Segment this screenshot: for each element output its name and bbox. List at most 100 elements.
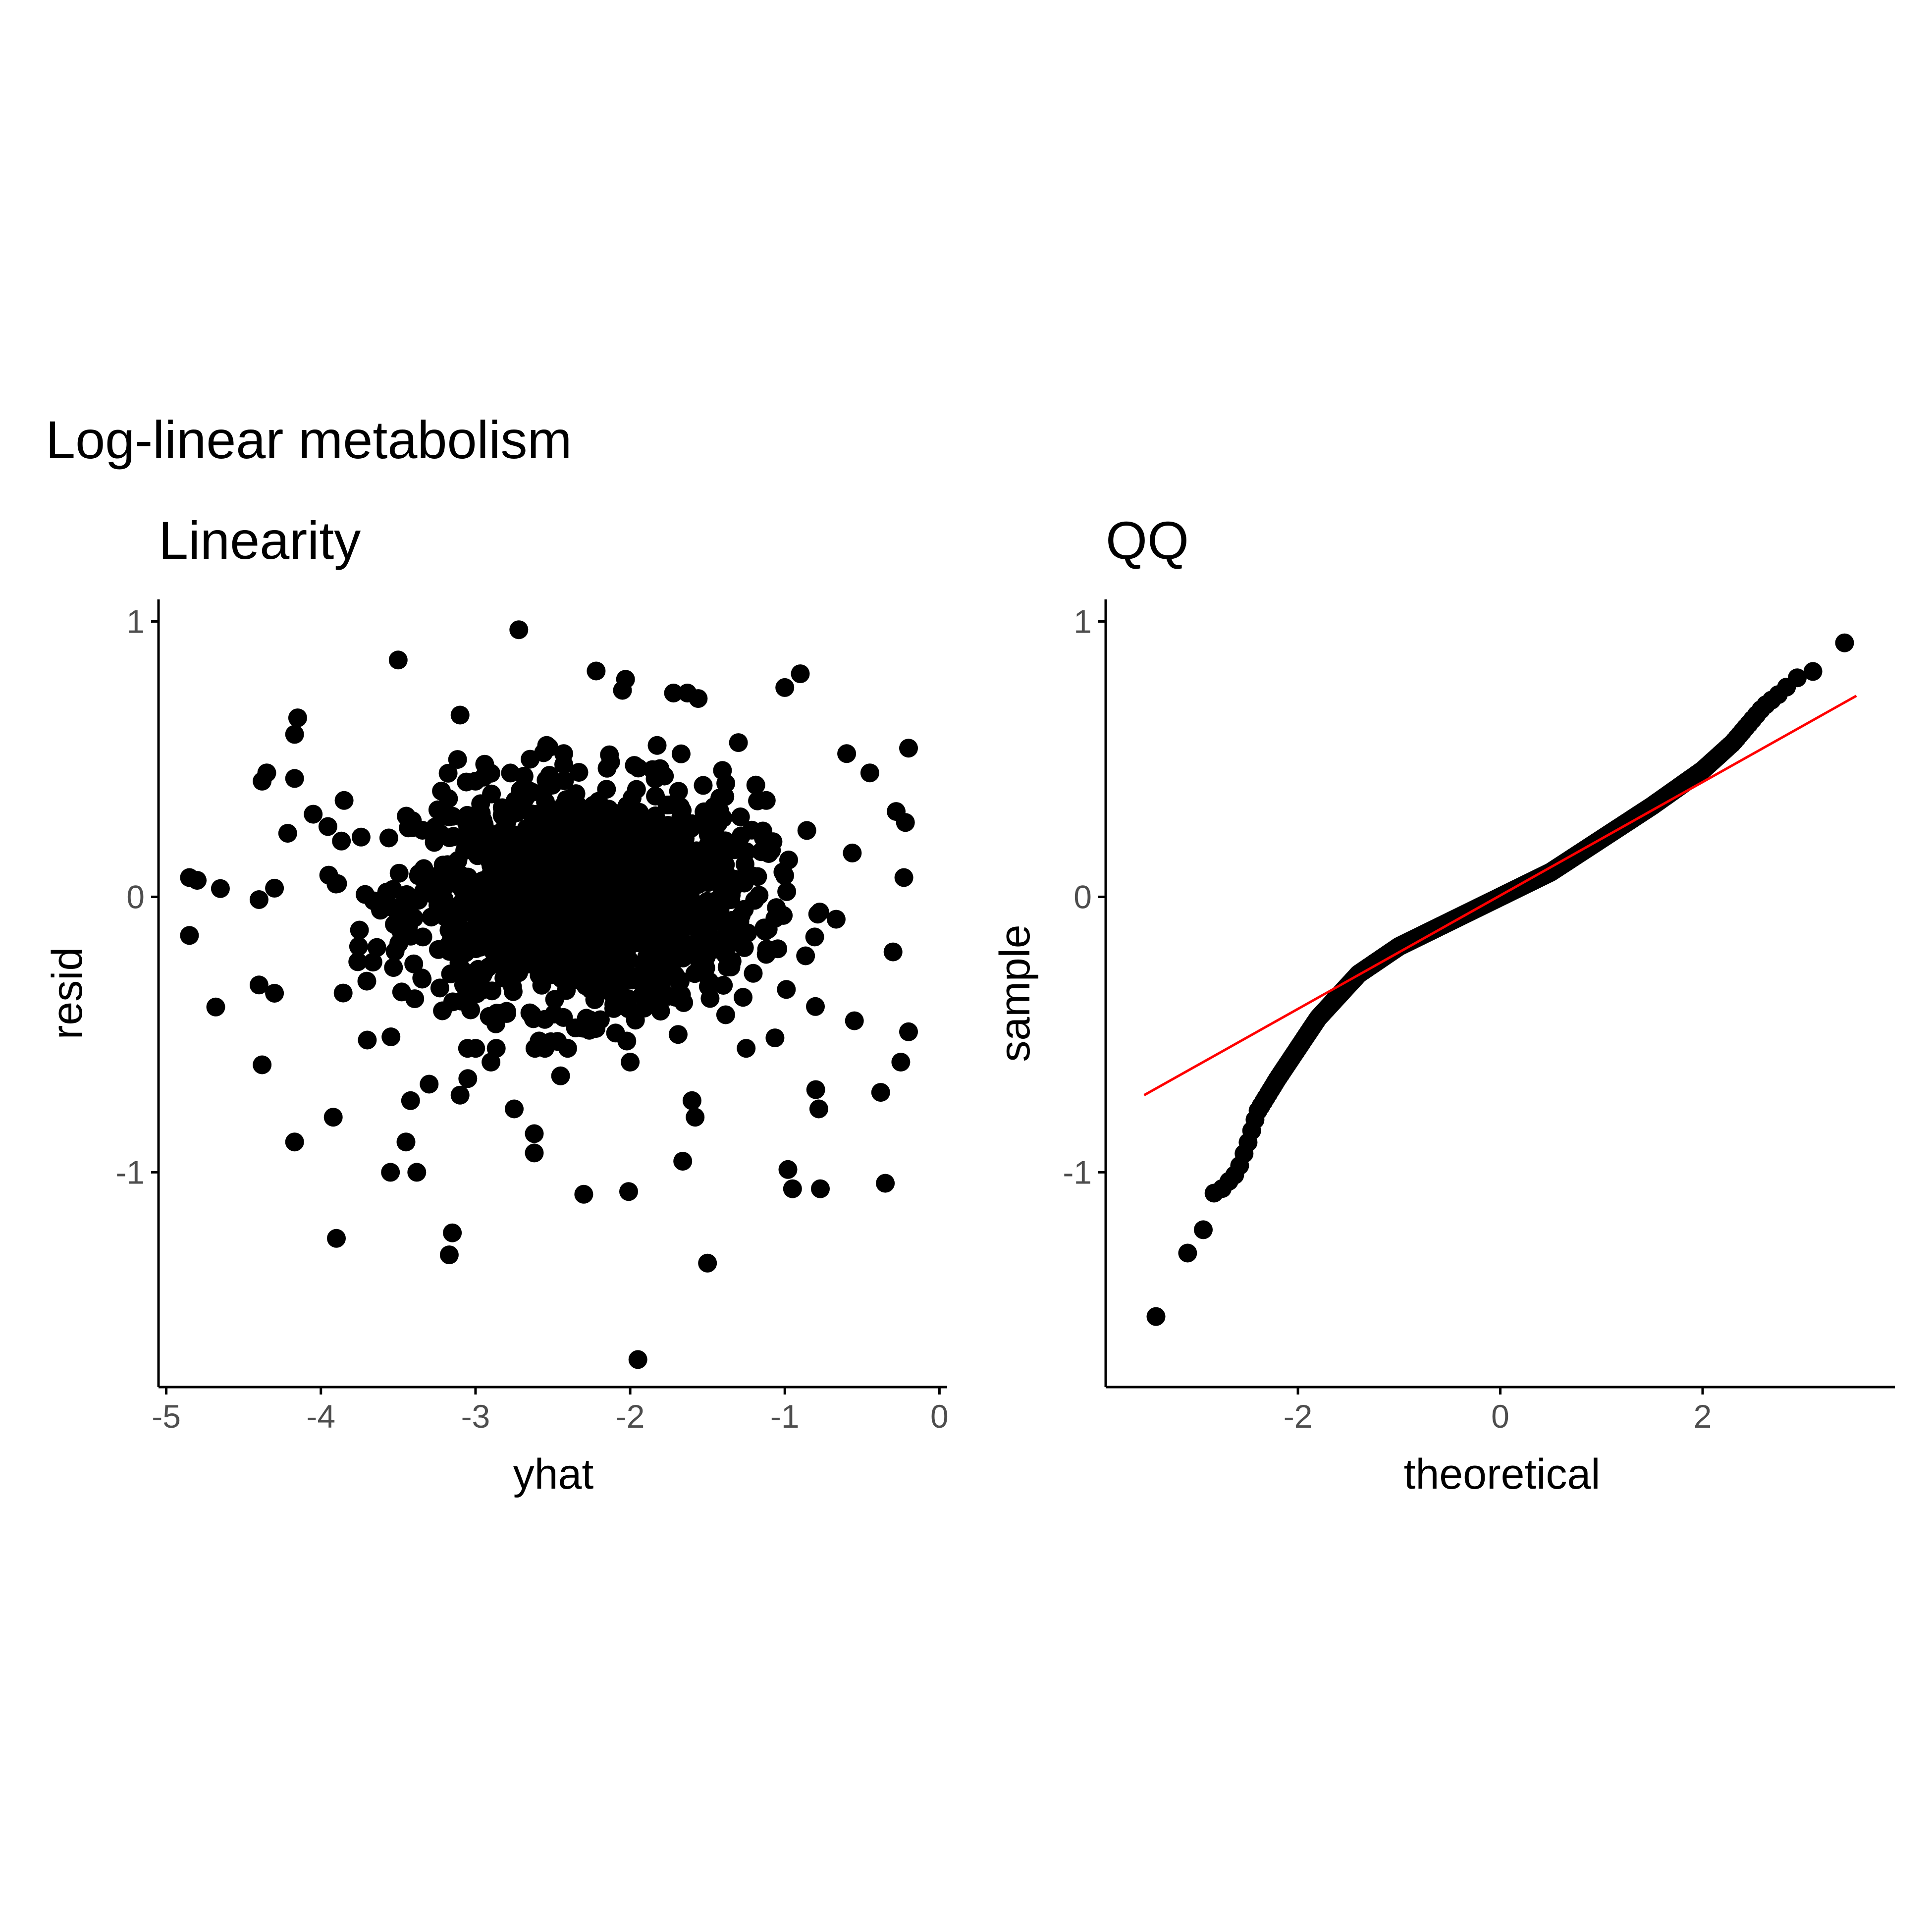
linearity-point (288, 708, 307, 728)
linearity-point (652, 833, 671, 852)
linearity-point (278, 824, 297, 843)
qq-point (1788, 668, 1807, 688)
linearity-point (249, 975, 268, 995)
linearity-point (605, 844, 625, 863)
linearity-point (640, 913, 659, 933)
linearity-point (628, 1350, 647, 1369)
linearity-point (574, 1184, 593, 1204)
linearity-point (629, 758, 648, 778)
linearity-point (649, 817, 668, 836)
linearity-x-tick-label: -2 (616, 1398, 645, 1435)
linearity-point (737, 1039, 756, 1058)
linearity-point (319, 865, 338, 885)
linearity-point (765, 1028, 785, 1048)
linearity-point (716, 1005, 735, 1024)
linearity-point (463, 923, 482, 942)
linearity-point (606, 860, 625, 879)
linearity-point (385, 942, 405, 961)
linearity-point (504, 825, 523, 844)
linearity-point (367, 938, 386, 957)
linearity-point (458, 1069, 478, 1088)
linearity-point (796, 946, 815, 966)
linearity-point (265, 984, 284, 1003)
linearity-point (735, 866, 754, 886)
linearity-point (304, 805, 323, 824)
linearity-point (639, 898, 658, 917)
linearity-point (349, 937, 368, 956)
linearity-point (206, 997, 225, 1017)
linearity-point (723, 878, 743, 898)
linearity-point (664, 684, 683, 702)
linearity-point (350, 920, 369, 940)
linearity-point (534, 743, 553, 762)
linearity-point (285, 769, 304, 788)
linearity-point (717, 834, 736, 853)
linearity-point (257, 763, 276, 783)
linearity-point (423, 822, 442, 842)
linearity-point (388, 650, 408, 670)
linearity-point (332, 831, 351, 851)
linearity-x-tick-label: -1 (770, 1398, 800, 1435)
linearity-point (457, 813, 476, 833)
linearity-point (777, 980, 796, 999)
linearity-point (514, 766, 534, 786)
linearity-point (249, 890, 268, 909)
linearity-point (439, 1245, 459, 1265)
linearity-point (265, 878, 284, 898)
linearity-point (756, 791, 776, 810)
linearity-point (837, 744, 857, 763)
linearity-point (600, 745, 619, 764)
linearity-point (891, 1053, 911, 1072)
linearity-point (715, 787, 735, 806)
linearity-point (556, 866, 575, 886)
linearity-point (488, 929, 507, 948)
linearity-point (607, 874, 626, 893)
linearity-point (641, 859, 660, 879)
linearity-point (637, 970, 656, 989)
linearity-point (385, 914, 404, 934)
linearity-point (443, 992, 462, 1012)
linearity-point (375, 888, 394, 908)
linearity-point (698, 977, 718, 996)
linearity-point (523, 859, 542, 878)
qq-x-axis-title: theoretical (1404, 1450, 1601, 1498)
linearity-point (474, 811, 493, 830)
linearity-point (791, 664, 810, 684)
linearity-point (525, 1143, 544, 1163)
qq-reference-line (1143, 695, 1857, 1096)
linearity-point (584, 890, 603, 910)
linearity-point (468, 846, 487, 865)
linearity-y-tick-label: 0 (126, 878, 145, 915)
linearity-point (211, 879, 230, 898)
linearity-point (777, 882, 797, 901)
linearity-point (597, 780, 616, 799)
qq-x-tick-label: -2 (1284, 1398, 1313, 1435)
linearity-point (899, 739, 918, 758)
linearity-point (894, 868, 913, 887)
linearity-y-axis-title: resid (44, 947, 91, 1039)
qq-point (1194, 1220, 1213, 1239)
linearity-point (473, 900, 492, 919)
linearity-point (357, 971, 376, 991)
linearity-point (536, 912, 555, 931)
linearity-point (682, 1091, 701, 1110)
linearity-point (811, 1179, 830, 1198)
linearity-point (673, 1152, 693, 1171)
linearity-point (555, 771, 574, 790)
linearity-point (446, 936, 465, 955)
linearity-point (621, 1053, 640, 1072)
linearity-point (483, 955, 502, 974)
linearity-point (539, 827, 559, 847)
linearity-point (392, 982, 411, 1002)
linearity-point (389, 863, 409, 883)
linearity-point (285, 725, 304, 744)
linearity-point (506, 935, 525, 955)
linearity-point (533, 967, 552, 986)
linearity-point (509, 620, 529, 640)
linearity-point (716, 855, 735, 874)
linearity-x-tick-label: -5 (152, 1398, 181, 1435)
qq-point (1835, 633, 1854, 652)
linearity-point (450, 705, 470, 725)
linearity-point (467, 984, 486, 1003)
linearity-point (669, 782, 688, 801)
